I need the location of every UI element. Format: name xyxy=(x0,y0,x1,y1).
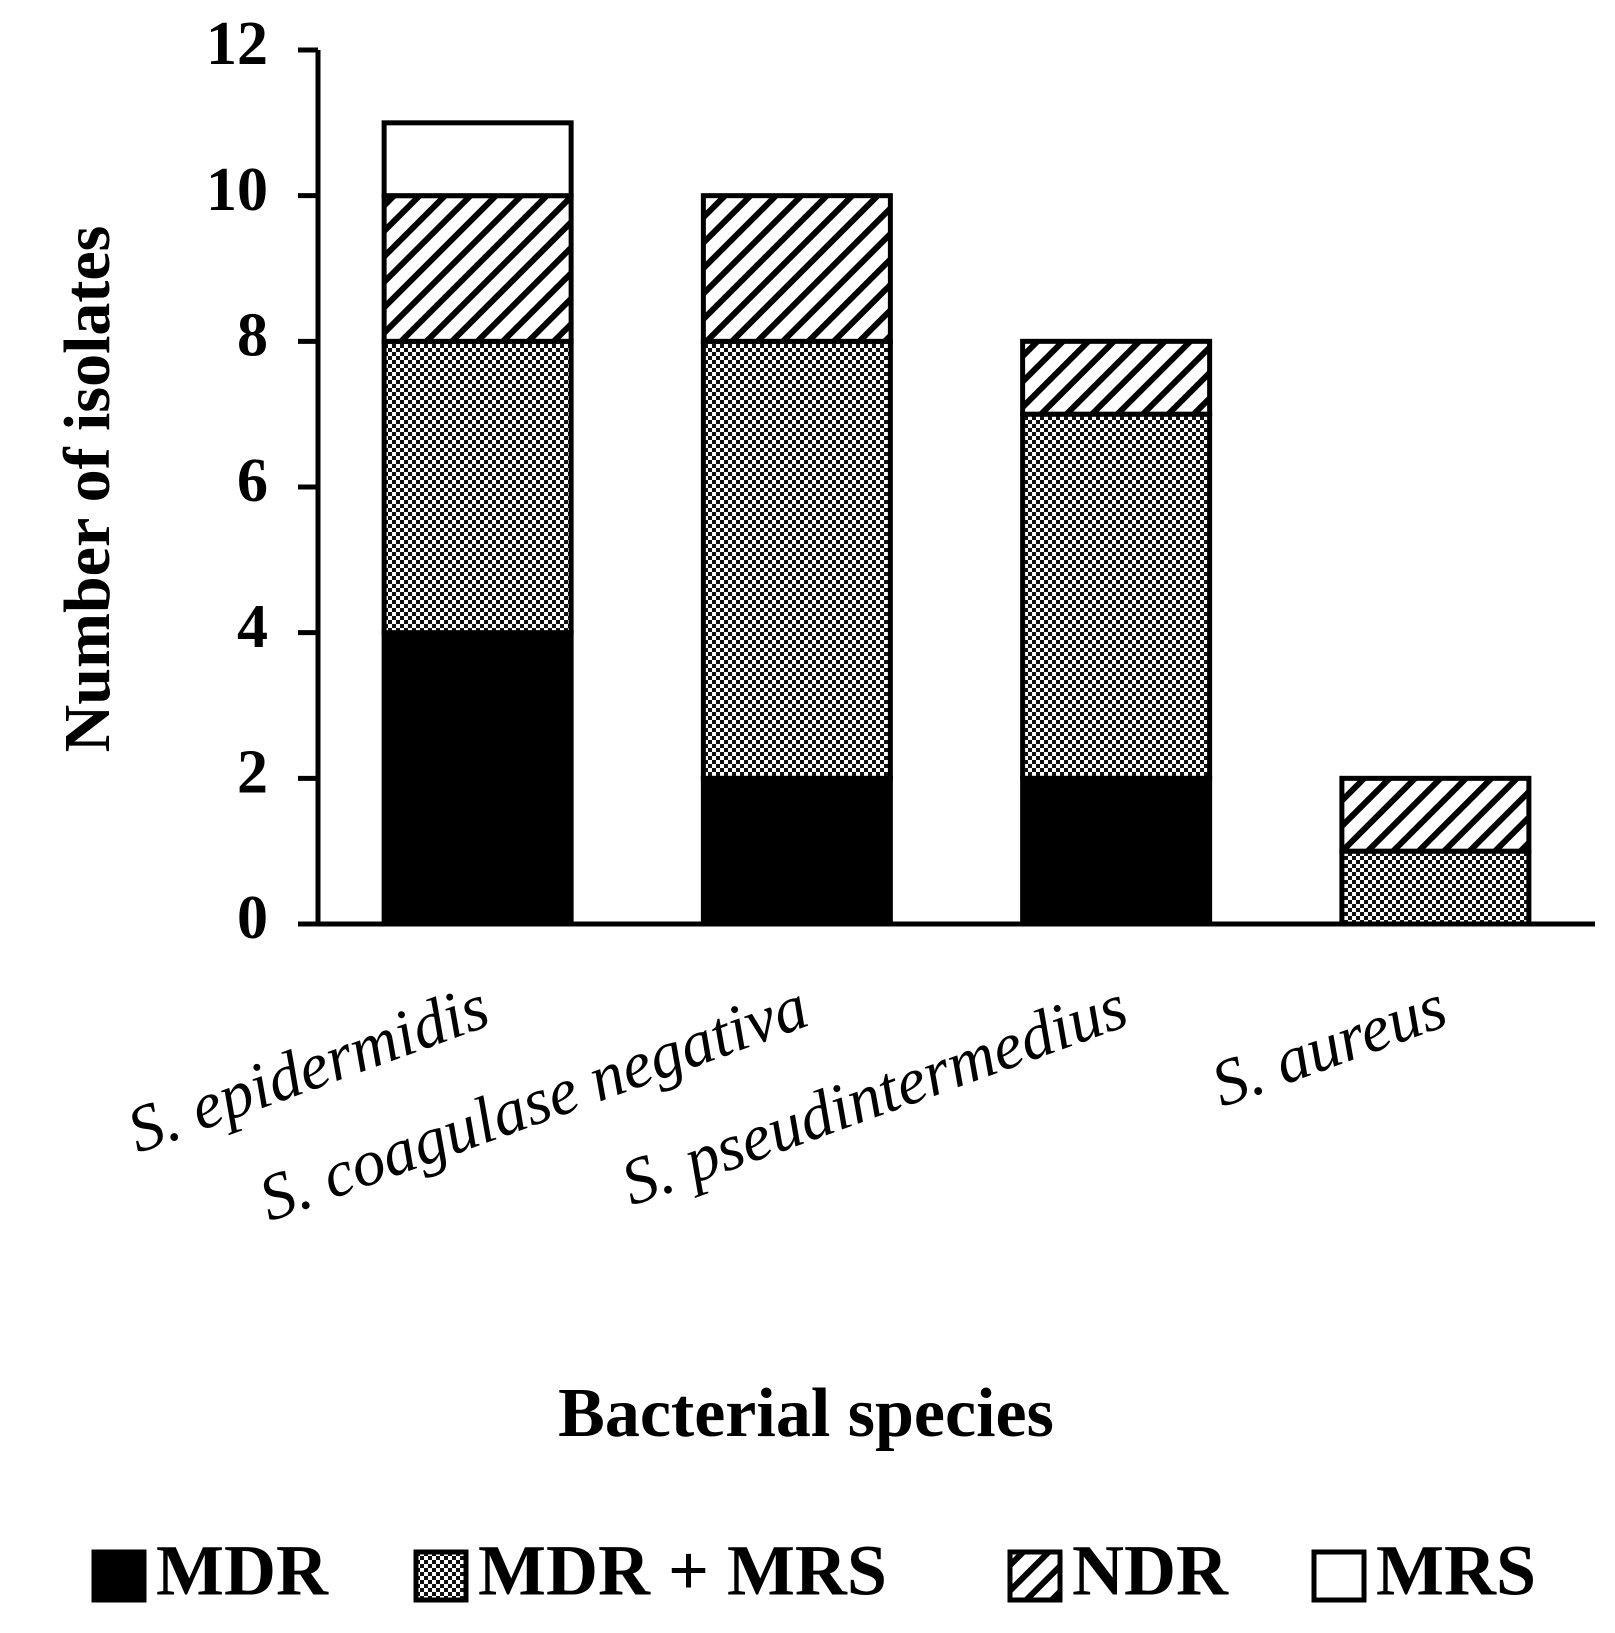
bar-segment xyxy=(381,193,574,344)
legend-label: MDR xyxy=(156,1531,329,1611)
bar-segment xyxy=(700,338,893,781)
legend-label: MRS xyxy=(1376,1531,1536,1611)
x-axis-label: Bacterial species xyxy=(558,1375,1054,1452)
bar-segment xyxy=(381,630,574,927)
bar-segment xyxy=(700,775,893,927)
bar-segment xyxy=(1339,848,1532,927)
legend-label: MDR + MRS xyxy=(478,1531,887,1611)
legend-label: NDR xyxy=(1072,1531,1229,1611)
y-tick-label: 6 xyxy=(237,447,268,515)
y-tick-label: 2 xyxy=(237,739,268,807)
legend-swatch xyxy=(91,1549,147,1603)
bar-segment xyxy=(1020,775,1213,927)
x-tick-label: S. aureus xyxy=(1202,970,1456,1122)
bar-segment xyxy=(1020,338,1213,417)
y-tick-label: 12 xyxy=(206,10,268,78)
y-tick-label: 8 xyxy=(237,302,268,370)
y-tick-label: 10 xyxy=(206,156,268,224)
bar-segment xyxy=(381,120,574,199)
legend-swatch xyxy=(413,1549,469,1603)
y-tick-label: 0 xyxy=(237,884,268,952)
bar-segment xyxy=(381,338,574,636)
bar-segment xyxy=(1339,775,1532,854)
legend-swatch xyxy=(1311,1549,1367,1603)
y-axis-label: Number of isolates xyxy=(51,226,124,753)
y-tick-label: 4 xyxy=(237,593,268,661)
bar-segment xyxy=(700,193,893,344)
legend-swatch xyxy=(1007,1549,1063,1603)
x-tick-label: S. coagulase negativa xyxy=(250,970,818,1236)
bar-segment xyxy=(1020,411,1213,781)
